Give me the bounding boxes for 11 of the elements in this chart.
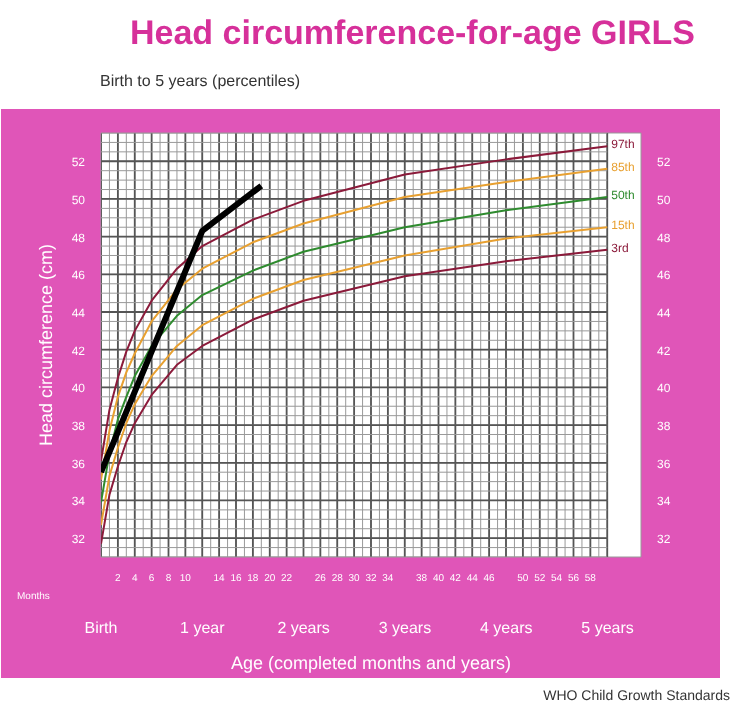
x2-tick-label: 3 years	[378, 619, 432, 637]
x2-tick-label: 5 years	[581, 619, 634, 637]
y-axis-title: Head circumference (cm)	[35, 243, 56, 447]
x2-tick-label: 2 years	[277, 619, 330, 637]
x2-tick-label: 4 years	[480, 619, 533, 637]
chart-subtitle: Birth to 5 years (percentiles)	[100, 70, 301, 93]
x-axis-title: Age (completed months and years)	[230, 653, 512, 673]
line-series	[101, 196, 609, 504]
x2-tick-label: 1 year	[180, 619, 226, 637]
chart-title: Head circumference-for-age GIRLS	[130, 12, 695, 56]
x2-tick-label: Birth	[84, 619, 118, 637]
